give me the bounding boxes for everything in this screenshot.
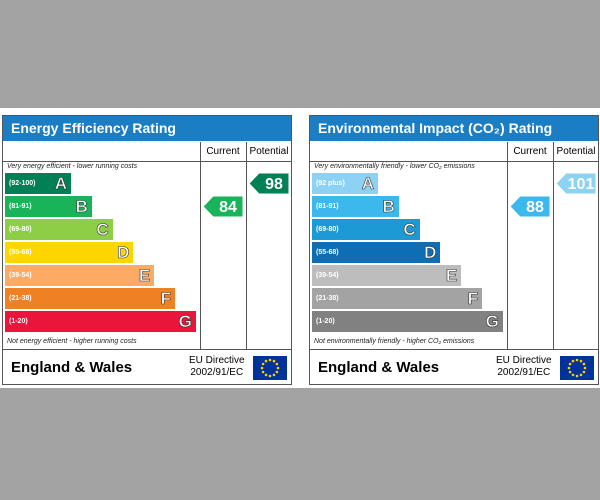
band-letter: C: [96, 220, 109, 240]
rating-band: (21-38) F: [312, 288, 482, 309]
eu-flag: [560, 356, 594, 380]
band-range: (81-91): [9, 203, 32, 210]
band-letter: D: [117, 243, 130, 263]
band-letter: F: [160, 289, 171, 309]
divider: [553, 142, 554, 349]
potential-arrow: 101: [555, 172, 597, 195]
band-range: (92 plus): [316, 180, 345, 187]
arrow-shape: [202, 195, 244, 218]
top-note: Very environmentally friendly - lower CO…: [314, 163, 475, 170]
directive: EU Directive: [189, 355, 245, 366]
arrow-shape: [509, 195, 551, 218]
band-range: (1-20): [9, 318, 28, 325]
directive-block: EU Directive 2002/91/EC: [189, 355, 245, 379]
current-header: Current: [206, 146, 240, 157]
band-range: (69-80): [316, 226, 339, 233]
rating-band: (1-20) G: [5, 311, 196, 332]
divider: [246, 142, 247, 349]
rating-band: (92-100) A: [5, 173, 71, 194]
band-range: (21-38): [316, 295, 339, 302]
rating-band: (69-80) C: [312, 219, 420, 240]
potential-header: Potential: [556, 146, 596, 157]
divider: [3, 349, 291, 350]
band-range: (39-54): [316, 272, 339, 279]
band-letter: G: [178, 312, 192, 332]
rating-band: (21-38) F: [5, 288, 175, 309]
divider: [310, 349, 598, 350]
current-value: 88: [526, 199, 544, 216]
band-letter: C: [403, 220, 416, 240]
band-range: (21-38): [9, 295, 32, 302]
band-letter: E: [138, 266, 151, 286]
bottom-note: Not environmentally friendly - higher CO…: [314, 338, 475, 345]
directive-code: 2002/91/EC: [190, 367, 244, 378]
directive-block: EU Directive 2002/91/EC: [496, 355, 552, 379]
band-letter: F: [467, 289, 478, 309]
eu-flag: [253, 356, 287, 380]
divider: [310, 161, 598, 162]
directive-code: 2002/91/EC: [497, 367, 551, 378]
band-range: (39-54): [9, 272, 32, 279]
rating-band: (81-91) B: [5, 196, 92, 217]
region: England & Wales: [11, 359, 133, 376]
band-range: (55-68): [9, 249, 32, 256]
panel-title: Environmental Impact (CO₂) Rating: [310, 116, 598, 141]
divider: [507, 142, 508, 349]
band-range: (69-80): [9, 226, 32, 233]
band-letter: B: [382, 197, 395, 217]
panel-title: Energy Efficiency Rating: [3, 116, 291, 141]
band-letter: D: [424, 243, 437, 263]
rating-band: (39-54) E: [5, 265, 155, 286]
current-arrow: 88: [509, 195, 551, 218]
rating-band: (55-68) D: [5, 242, 134, 263]
top-note: Very energy efficient - lower running co…: [7, 163, 138, 170]
rating-band: (55-68) D: [312, 242, 441, 263]
current-value: 84: [219, 199, 237, 216]
rating-panel: Environmental Impact (CO₂) Rating Current…: [309, 115, 599, 385]
region: England & Wales: [318, 359, 440, 376]
potential-value: 98: [265, 176, 283, 193]
bottom-note: Not energy efficient - higher running co…: [7, 338, 137, 345]
band-letter: A: [54, 174, 67, 194]
band-letter: A: [361, 174, 374, 194]
band-range: (55-68): [316, 249, 339, 256]
current-header: Current: [513, 146, 547, 157]
rating-band: (69-80) C: [5, 219, 113, 240]
band-range: (92-100): [9, 180, 36, 187]
band-range: (81-91): [316, 203, 339, 210]
potential-value: 101: [568, 176, 595, 193]
rating-band: (81-91) B: [312, 196, 399, 217]
current-arrow: 84: [202, 195, 244, 218]
divider: [3, 161, 291, 162]
band-range: (1-20): [316, 318, 335, 325]
rating-band: (92 plus) A: [312, 173, 378, 194]
band-letter: G: [485, 312, 499, 332]
band-letter: E: [445, 266, 458, 286]
divider: [200, 142, 201, 349]
potential-arrow: 98: [248, 172, 290, 195]
arrow-shape: [248, 172, 290, 195]
band-letter: B: [75, 197, 88, 217]
potential-header: Potential: [249, 146, 289, 157]
rating-band: (39-54) E: [312, 265, 462, 286]
arrow-shape: [555, 172, 597, 195]
rating-panel: Energy Efficiency Rating Current Potential…: [2, 115, 292, 385]
directive: EU Directive: [496, 355, 552, 366]
rating-band: (1-20) G: [312, 311, 503, 332]
